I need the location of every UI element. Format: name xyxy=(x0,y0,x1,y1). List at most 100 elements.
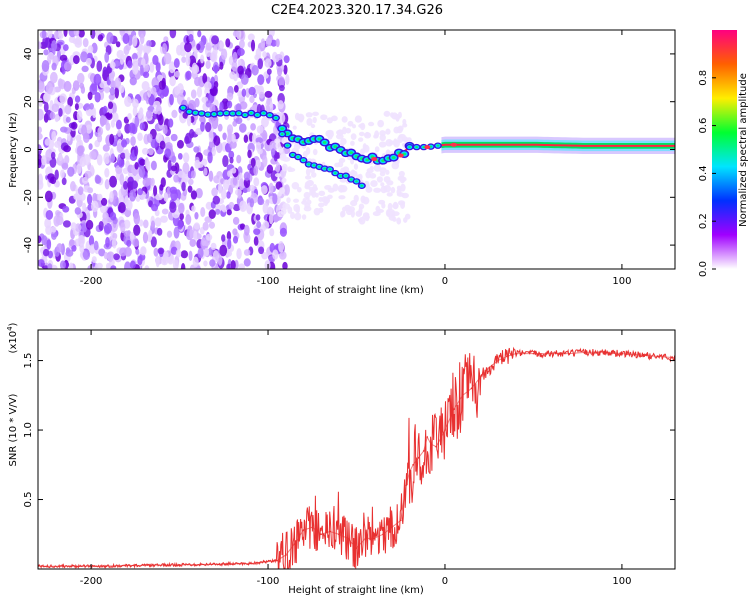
noise-cell xyxy=(140,246,147,256)
noise-cell xyxy=(275,38,280,48)
noise-cell xyxy=(362,196,370,205)
noise-cell xyxy=(155,104,162,115)
signal-blob-lower xyxy=(349,178,353,181)
noise-cell xyxy=(383,110,391,117)
noise-cell xyxy=(272,249,279,260)
noise-cell xyxy=(211,35,220,45)
noise-cell xyxy=(172,259,179,269)
noise-cell xyxy=(47,263,53,269)
noise-cell xyxy=(241,88,247,98)
noise-cell xyxy=(370,180,378,187)
noise-cell xyxy=(85,57,92,66)
noise-cell xyxy=(132,58,139,66)
noise-cell xyxy=(64,104,72,115)
noise-cell xyxy=(129,232,135,240)
noise-cell xyxy=(238,263,245,269)
noise-cell xyxy=(44,190,53,203)
noise-cell xyxy=(202,73,208,84)
noise-cell xyxy=(41,59,50,72)
noise-cell xyxy=(82,249,91,260)
signal-blob-upper xyxy=(181,106,185,109)
noise-cell xyxy=(185,70,192,81)
noise-cell xyxy=(231,60,238,72)
noise-cell xyxy=(202,221,209,231)
noise-cell xyxy=(262,220,270,230)
noise-cell xyxy=(162,43,168,55)
noise-cell xyxy=(187,185,193,193)
noise-cell xyxy=(80,85,86,94)
noise-cell xyxy=(153,247,159,257)
snr-point xyxy=(488,366,491,369)
noise-cell xyxy=(113,253,120,261)
noise-cell xyxy=(227,128,232,138)
snr-point xyxy=(435,445,437,448)
noise-cell xyxy=(396,192,405,197)
noise-cell xyxy=(287,166,292,173)
noise-cell xyxy=(260,185,268,195)
snr-point xyxy=(373,537,375,540)
noise-cell xyxy=(180,250,189,259)
noise-cell xyxy=(208,131,214,139)
noise-cell xyxy=(38,97,43,108)
noise-cell xyxy=(124,261,132,269)
noise-cell xyxy=(188,178,194,186)
noise-cell xyxy=(185,214,192,225)
noise-cell xyxy=(102,144,110,152)
noise-cell xyxy=(200,54,205,64)
noise-cell xyxy=(250,39,256,52)
noise-cell xyxy=(232,216,240,225)
noise-cell xyxy=(41,235,48,246)
noise-cell xyxy=(219,61,224,70)
noise-cell xyxy=(209,259,216,267)
noise-cell xyxy=(266,164,274,174)
noise-cell xyxy=(74,223,82,232)
noise-cell xyxy=(341,116,348,123)
noise-cell xyxy=(74,39,83,48)
noise-cell xyxy=(208,221,216,229)
noise-cell xyxy=(98,220,104,231)
noise-cell xyxy=(249,95,255,104)
noise-cell xyxy=(310,172,317,178)
noise-cell xyxy=(51,62,57,71)
noise-cell xyxy=(81,65,89,73)
noise-cell xyxy=(217,123,223,132)
noise-cell xyxy=(226,92,234,101)
noise-cell xyxy=(226,191,231,199)
noise-cell xyxy=(237,59,242,66)
noise-cell xyxy=(369,173,377,179)
noise-cell xyxy=(379,171,386,177)
snr-point xyxy=(497,359,499,362)
noise-cell xyxy=(42,265,49,269)
noise-cell xyxy=(159,92,165,99)
noise-cell xyxy=(236,48,245,57)
signal-core xyxy=(397,153,404,158)
noise-cell xyxy=(340,210,345,218)
noise-cell xyxy=(44,138,51,146)
noise-cell xyxy=(209,103,216,114)
noise-cell xyxy=(296,186,302,193)
signal-blob-lower xyxy=(312,164,316,167)
noise-cell xyxy=(42,248,50,257)
noise-cell xyxy=(281,177,287,183)
noise-cell xyxy=(132,105,138,117)
noise-cell xyxy=(383,185,392,193)
noise-cell xyxy=(109,133,115,145)
noise-cell xyxy=(100,197,108,206)
noise-cell xyxy=(53,141,62,148)
noise-cell xyxy=(278,76,285,87)
spectrogram-y-ticks: -40 -20 0 20 40 xyxy=(23,48,675,253)
noise-cell xyxy=(102,66,108,79)
noise-cell xyxy=(185,55,191,67)
noise-cell xyxy=(61,162,69,170)
noise-cell xyxy=(190,190,198,200)
signal-blob-upper xyxy=(274,116,278,119)
noise-cell xyxy=(354,115,362,123)
noise-cell xyxy=(80,51,88,63)
noise-cell xyxy=(226,209,232,216)
noise-cell xyxy=(121,139,128,148)
snr-point xyxy=(568,352,570,355)
noise-cell xyxy=(119,152,126,160)
snr-point xyxy=(585,351,588,354)
noise-cell xyxy=(115,119,122,130)
noise-cell xyxy=(138,44,143,55)
